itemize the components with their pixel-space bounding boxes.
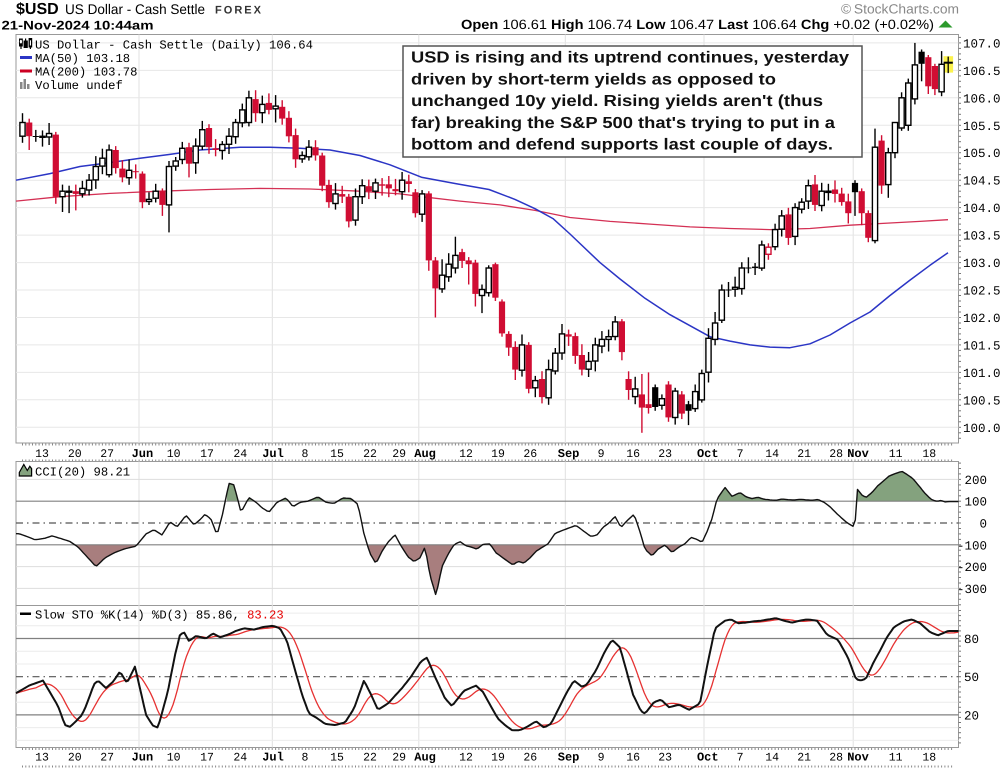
svg-text:14: 14 — [765, 448, 779, 461]
svg-text:Jul: Jul — [262, 447, 284, 461]
svg-text:13: 13 — [35, 752, 49, 765]
svg-text:driven by short-term yields as: driven by short-term yields as opposed t… — [411, 71, 776, 88]
svg-text:19: 19 — [491, 752, 505, 765]
svg-text:21: 21 — [797, 448, 811, 461]
svg-text:Oct: Oct — [697, 447, 719, 461]
svg-text:$USD: $USD — [16, 1, 59, 18]
svg-text:12: 12 — [459, 752, 473, 765]
svg-text:7: 7 — [737, 752, 744, 765]
svg-text:9: 9 — [598, 448, 605, 461]
svg-text:Nov: Nov — [847, 751, 869, 765]
svg-text:101.5: 101.5 — [963, 339, 1001, 353]
svg-text:12: 12 — [459, 448, 473, 461]
svg-text:Jun: Jun — [132, 447, 154, 461]
svg-text:29: 29 — [392, 448, 406, 461]
svg-text:8: 8 — [302, 752, 309, 765]
svg-text:103.5: 103.5 — [963, 230, 1001, 244]
svg-text:0: 0 — [979, 518, 987, 532]
svg-text:100.5: 100.5 — [963, 394, 1001, 408]
svg-text:20: 20 — [964, 709, 979, 723]
svg-text:106.0: 106.0 — [963, 92, 1001, 106]
svg-text:8: 8 — [302, 448, 309, 461]
svg-text:18: 18 — [922, 752, 936, 765]
svg-text:bottom and defend supports las: bottom and defend supports last couple o… — [411, 137, 833, 154]
svg-text:107.0: 107.0 — [963, 37, 1001, 51]
svg-text:far) breaking the S&P 500 that: far) breaking the S&P 500 that's trying … — [411, 115, 835, 132]
svg-text:200: 200 — [964, 474, 987, 488]
svg-text:Jun: Jun — [132, 751, 154, 765]
svg-text:23: 23 — [658, 752, 672, 765]
svg-text:22: 22 — [363, 752, 377, 765]
svg-text:105.0: 105.0 — [963, 147, 1001, 161]
svg-text:104.5: 104.5 — [963, 175, 1001, 189]
svg-text:23: 23 — [658, 448, 672, 461]
svg-text:16: 16 — [626, 448, 640, 461]
svg-text:28: 28 — [829, 448, 843, 461]
svg-text:21-Nov-2024 10:44am: 21-Nov-2024 10:44am — [2, 19, 154, 33]
svg-text:Aug: Aug — [414, 447, 436, 461]
svg-text:11: 11 — [889, 752, 903, 765]
svg-text:80: 80 — [964, 633, 979, 647]
svg-text:Nov: Nov — [847, 447, 869, 461]
svg-text:105.5: 105.5 — [963, 120, 1001, 134]
svg-text:Slow STO %K(14) %D(3) 85.86, 8: Slow STO %K(14) %D(3) 85.86, 83.23 — [35, 609, 284, 623]
svg-text:CCI(20) 98.21: CCI(20) 98.21 — [35, 466, 130, 480]
svg-text:106.5: 106.5 — [963, 65, 1001, 79]
svg-text:-200: -200 — [957, 561, 987, 575]
svg-text:FOREX: FOREX — [215, 5, 262, 17]
svg-text:7: 7 — [737, 448, 744, 461]
svg-text:14: 14 — [765, 752, 779, 765]
svg-text:9: 9 — [598, 752, 605, 765]
svg-text:Open 106.61 High 106.74 Low 10: Open 106.61 High 106.74 Low 106.47 Last … — [461, 17, 934, 32]
svg-text:Oct: Oct — [697, 751, 719, 765]
svg-text:17: 17 — [200, 448, 214, 461]
svg-text:26: 26 — [523, 752, 537, 765]
svg-text:20: 20 — [68, 752, 82, 765]
svg-text:22: 22 — [363, 448, 377, 461]
svg-text:17: 17 — [200, 752, 214, 765]
svg-text:27: 27 — [100, 752, 114, 765]
svg-text:24: 24 — [233, 752, 247, 765]
svg-text:18: 18 — [922, 448, 936, 461]
svg-text:24: 24 — [233, 448, 247, 461]
svg-text:104.0: 104.0 — [963, 202, 1001, 216]
svg-text:19: 19 — [491, 448, 505, 461]
svg-text:15: 15 — [330, 752, 344, 765]
svg-text:103.0: 103.0 — [963, 257, 1001, 271]
svg-text:29: 29 — [392, 752, 406, 765]
svg-text:100: 100 — [964, 496, 987, 510]
svg-text:Aug: Aug — [414, 751, 436, 765]
svg-text:101.0: 101.0 — [963, 367, 1001, 381]
svg-text:MA(200) 103.78: MA(200) 103.78 — [35, 66, 137, 80]
svg-text:10: 10 — [167, 448, 181, 461]
svg-text:20: 20 — [68, 448, 82, 461]
svg-text:13: 13 — [35, 448, 49, 461]
svg-text:26: 26 — [523, 448, 537, 461]
svg-text:Sep: Sep — [558, 751, 580, 765]
svg-text:16: 16 — [626, 752, 640, 765]
svg-text:21: 21 — [797, 752, 811, 765]
svg-text:-100: -100 — [957, 539, 987, 553]
svg-text:50: 50 — [964, 671, 979, 685]
svg-text:© StockCharts.com: © StockCharts.com — [841, 2, 959, 17]
svg-text:10: 10 — [167, 752, 181, 765]
svg-text:Sep: Sep — [558, 447, 580, 461]
svg-text:MA(50) 103.18: MA(50) 103.18 — [35, 52, 130, 66]
svg-text:102.0: 102.0 — [963, 312, 1001, 326]
svg-text:100.0: 100.0 — [963, 422, 1001, 436]
svg-text:US Dollar - Cash Settle (Daily: US Dollar - Cash Settle (Daily) 106.64 — [35, 39, 313, 53]
svg-text:Volume undef: Volume undef — [35, 79, 123, 93]
svg-text:USD is rising and its uptrend: USD is rising and its uptrend continues,… — [411, 50, 849, 67]
svg-text:Jul: Jul — [262, 751, 284, 765]
svg-text:US Dollar - Cash Settle: US Dollar - Cash Settle — [65, 1, 205, 17]
svg-text:unchanged 10y yield. Rising yi: unchanged 10y yield. Rising yields aren'… — [411, 93, 823, 110]
svg-text:102.5: 102.5 — [963, 285, 1001, 299]
svg-text:28: 28 — [829, 752, 843, 765]
svg-text:-300: -300 — [957, 583, 987, 597]
svg-text:11: 11 — [889, 448, 903, 461]
svg-text:15: 15 — [330, 448, 344, 461]
svg-text:27: 27 — [100, 448, 114, 461]
